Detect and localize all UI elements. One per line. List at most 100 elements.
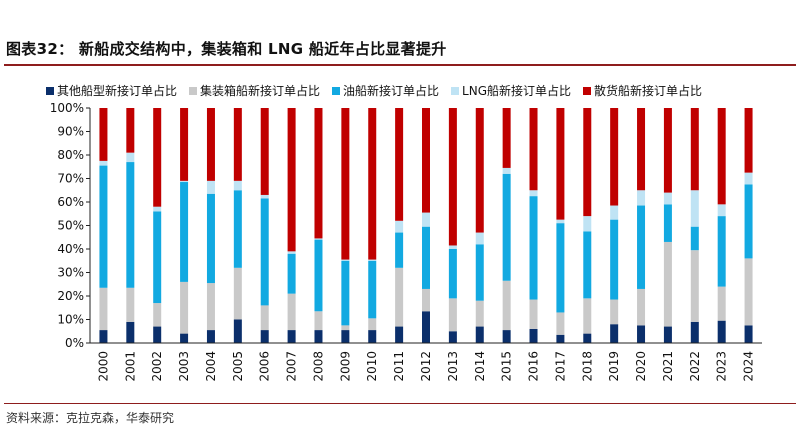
x-tick-label: 2013 xyxy=(446,351,460,382)
bar-segment xyxy=(287,293,296,331)
bar-segment xyxy=(502,280,511,331)
bar-segment xyxy=(99,165,108,288)
bar-segment xyxy=(99,108,108,161)
chart-legend: 其他船型新接订单占比 集装箱船新接订单占比 油船新接订单占比 LNG船新接订单占比 散货… xyxy=(46,82,702,99)
bar-segment xyxy=(314,108,323,239)
x-tick-label: 2005 xyxy=(231,351,245,382)
x-tick-label: 2012 xyxy=(419,351,433,382)
legend-item: 油船新接订单占比 xyxy=(332,82,439,99)
bar-segment xyxy=(233,180,242,191)
bar-segment xyxy=(637,288,646,326)
bar-segment xyxy=(422,311,430,343)
x-tick-label: 2021 xyxy=(661,351,675,382)
bar-segment xyxy=(663,326,672,343)
bar-segment xyxy=(368,259,377,261)
legend-label: 集装箱船新接订单占比 xyxy=(200,84,321,98)
bar-segment xyxy=(717,216,726,287)
x-tick-label: 2006 xyxy=(258,351,272,382)
bar-segment xyxy=(502,167,511,174)
bar-segment xyxy=(233,267,242,320)
bar-segment xyxy=(422,212,430,227)
bar-segment xyxy=(422,226,430,289)
bar-segment xyxy=(368,330,377,343)
bar-segment xyxy=(287,330,296,343)
bar-segment xyxy=(744,172,753,185)
y-tick-label: 60% xyxy=(57,195,84,209)
x-tick-label: 2023 xyxy=(715,351,729,382)
bar-segment xyxy=(260,194,269,199)
bar-segment xyxy=(368,108,377,260)
bar-segment xyxy=(717,108,726,205)
bar-segment xyxy=(690,190,699,227)
title-rule xyxy=(4,64,796,66)
bar-segment xyxy=(126,287,135,322)
bar-segment xyxy=(260,330,269,343)
bar-segment xyxy=(744,258,753,326)
legend-swatch xyxy=(583,86,592,95)
bar-segment xyxy=(395,220,404,233)
bar-segment xyxy=(610,108,619,206)
bar-segment xyxy=(206,283,215,331)
legend-label: 其他船型新接订单占比 xyxy=(57,84,178,98)
bar-segment xyxy=(314,239,323,312)
bar-segment xyxy=(180,108,189,181)
x-tick-label: 2003 xyxy=(177,351,191,382)
legend-swatch xyxy=(189,86,198,95)
bar-segment xyxy=(260,198,269,306)
bar-segment xyxy=(206,330,215,343)
bar-segment xyxy=(475,232,484,245)
legend-swatch xyxy=(451,86,460,95)
bar-segment xyxy=(448,245,457,249)
figure-title: 图表32： 新船成交结构中，集装箱和 LNG 船近年占比显著提升 xyxy=(6,40,447,58)
bar-segment xyxy=(529,108,538,191)
y-tick-label: 100% xyxy=(50,101,84,115)
x-tick-label: 2009 xyxy=(338,351,352,382)
bar-segment xyxy=(206,180,215,194)
bar-segment xyxy=(287,108,296,252)
bar-segment xyxy=(126,108,135,153)
bar-segment xyxy=(556,219,565,224)
bar-segment xyxy=(556,108,565,220)
bar-segment xyxy=(99,330,108,343)
bar-segment xyxy=(583,108,592,217)
bar-segment xyxy=(583,216,592,232)
bar-segment xyxy=(422,288,430,312)
bar-segment xyxy=(314,238,323,240)
y-tick-label: 10% xyxy=(57,313,84,327)
y-tick-label: 30% xyxy=(57,266,84,280)
x-tick-label: 2020 xyxy=(634,351,648,382)
bar-segment xyxy=(99,287,108,331)
bar-segment xyxy=(314,330,323,343)
legend-item: 其他船型新接订单占比 xyxy=(46,82,177,99)
bar-segment xyxy=(690,321,699,343)
bar-segment xyxy=(610,324,619,343)
bar-segment xyxy=(583,298,592,334)
y-tick-label: 50% xyxy=(57,219,84,233)
bar-segment xyxy=(502,108,511,168)
bar-segment xyxy=(341,259,350,261)
bar-segment xyxy=(663,192,672,205)
bar-segment xyxy=(690,226,699,251)
bar-segment xyxy=(206,193,215,284)
bar-segment xyxy=(180,180,189,183)
bar-segment xyxy=(153,211,162,304)
bar-segment xyxy=(637,108,646,191)
bar-segment xyxy=(637,325,646,343)
bar-segment xyxy=(153,206,162,212)
bar-segment xyxy=(529,196,538,300)
bar-segment xyxy=(395,232,404,268)
bar-segment xyxy=(448,249,457,299)
bar-segment xyxy=(690,108,699,191)
bar-segment xyxy=(233,108,242,181)
bar-segment xyxy=(260,108,269,195)
bar-segment xyxy=(341,325,350,331)
bar-segment xyxy=(99,160,108,166)
bar-segment xyxy=(368,318,377,331)
bar-segment xyxy=(126,162,135,288)
bar-segment xyxy=(126,152,135,163)
bar-segment xyxy=(153,326,162,343)
y-tick-label: 70% xyxy=(57,172,84,186)
x-tick-label: 2017 xyxy=(553,351,567,382)
bar-segment xyxy=(717,204,726,217)
legend-item: 散货船新接订单占比 xyxy=(583,82,702,99)
